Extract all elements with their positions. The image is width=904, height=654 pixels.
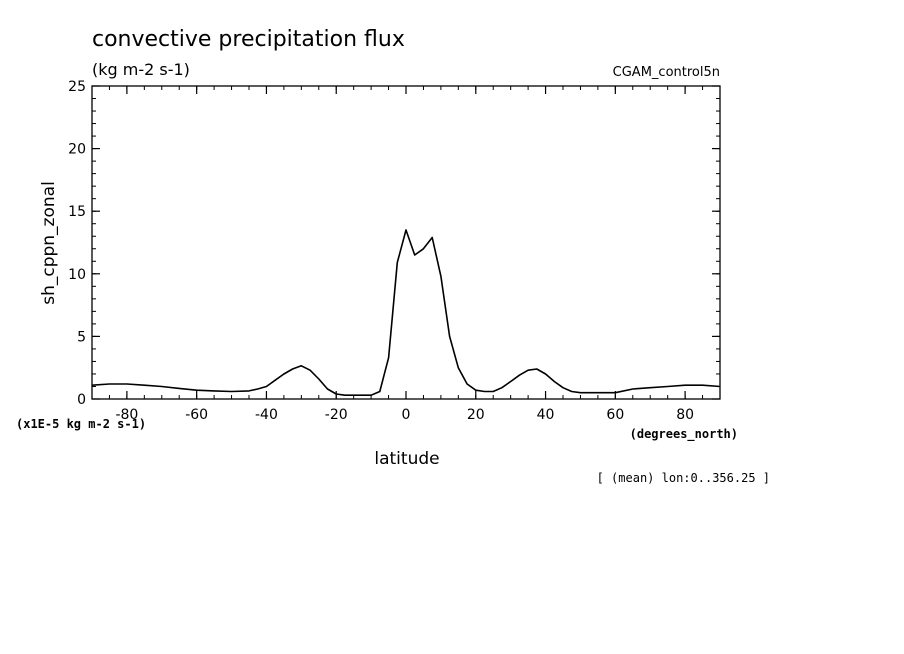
x-tick-label: -20 [325, 407, 348, 423]
x-ticks: -80 -60 -40 -20 0 20 40 60 80 [115, 86, 694, 423]
x-tick-label: 60 [606, 407, 624, 423]
x-tick-label: -60 [185, 407, 208, 423]
x-tick-label: 0 [402, 407, 411, 423]
series-line [91, 229, 721, 396]
x-tick-label: -40 [255, 407, 278, 423]
y-tick-label: 0 [77, 392, 86, 408]
y-tick-label: 10 [68, 267, 86, 283]
x-axis-label: latitude [374, 449, 439, 469]
x-tick-label: -80 [115, 407, 138, 423]
y-ticks: 0 5 10 15 20 25 [68, 79, 720, 408]
y-tick-label: 25 [68, 79, 86, 95]
x-tick-label: 40 [537, 407, 555, 423]
x-tick-label: 80 [676, 407, 694, 423]
plot-frame [91, 85, 721, 400]
dataset-label: CGAM_control5n [613, 65, 720, 80]
x-tick-label: 20 [467, 407, 485, 423]
y-tick-label: 20 [68, 142, 86, 158]
y-tick-label: 15 [68, 204, 86, 220]
footer-label: [ (mean) lon:0..356.25 ] [597, 471, 770, 485]
y-axis-label: sh_cppn_zonal [39, 181, 59, 305]
chart-title: convective precipitation flux [92, 27, 405, 52]
y-scale-label: (x1E-5 kg m-2 s-1) [16, 417, 146, 431]
y-tick-label: 5 [77, 329, 86, 345]
chart-units: (kg m-2 s-1) [92, 60, 190, 79]
minor-ticks [91, 85, 721, 400]
x-unit-label: (degrees_north) [630, 427, 738, 442]
